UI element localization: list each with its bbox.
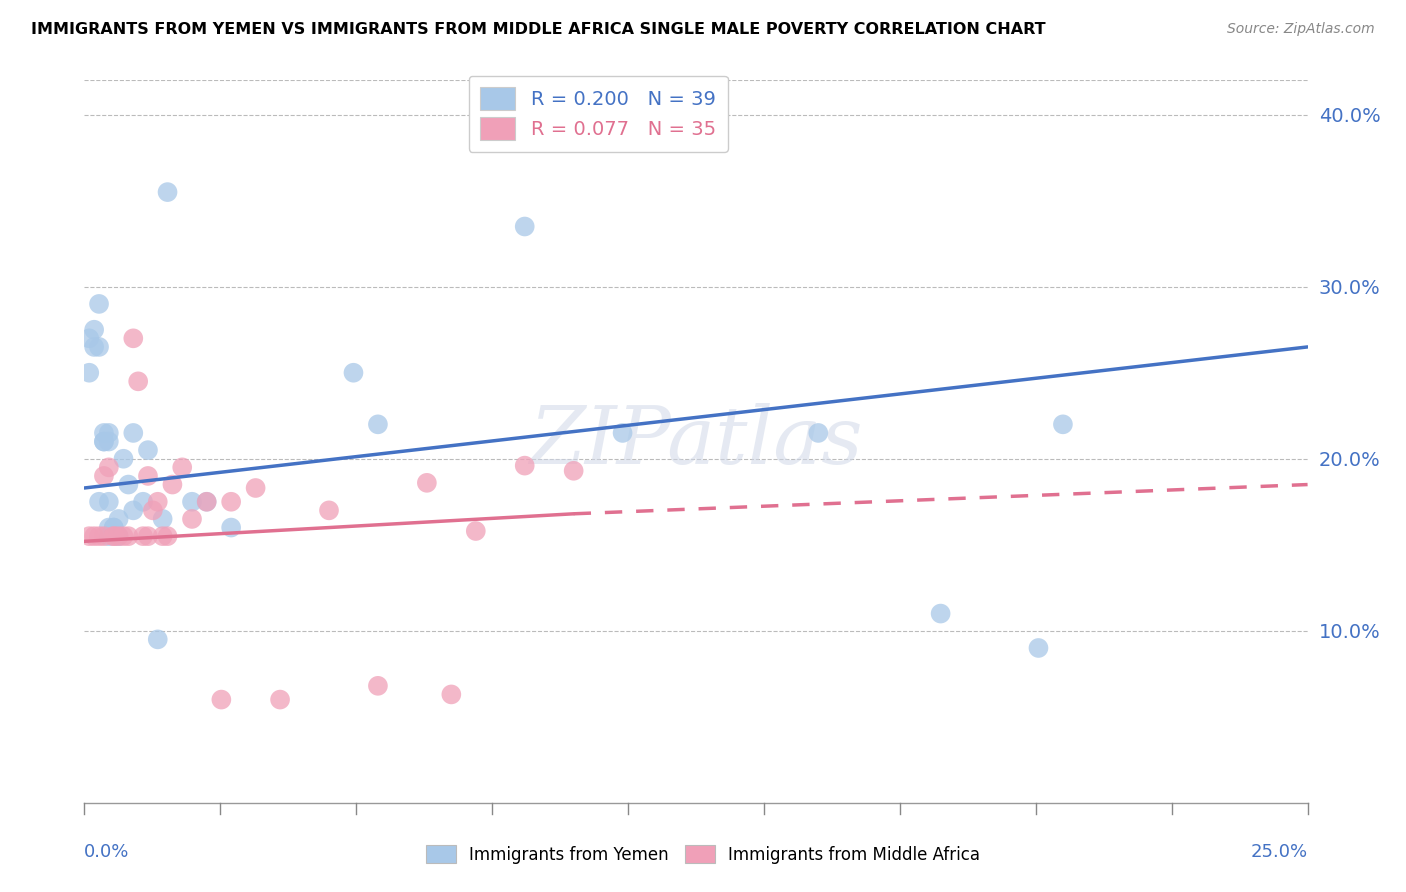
Point (87, 297, 110, 311)
Point (77, 366, 100, 380)
Point (416, 475, 439, 490)
Point (269, 692, 291, 706)
Point (97, 434, 120, 449)
Point (122, 503, 145, 517)
Point (93, 434, 115, 449)
Point (367, 679, 389, 693)
Point (156, 529, 179, 543)
Point (464, 524, 486, 538)
Point (318, 503, 340, 517)
Point (103, 529, 125, 543)
Point (1028, 640, 1050, 655)
Point (97, 425, 120, 440)
Point (83, 323, 105, 337)
Point (142, 503, 165, 517)
Point (93, 425, 115, 440)
Point (103, 520, 125, 534)
Point (513, 458, 536, 473)
Point (87, 340, 110, 354)
Legend: R = 0.200   N = 39, R = 0.077   N = 35: R = 0.200 N = 39, R = 0.077 N = 35 (468, 76, 728, 152)
Point (152, 512, 174, 526)
Point (77, 529, 100, 543)
Point (181, 494, 204, 508)
Point (136, 469, 159, 483)
Point (612, 425, 634, 440)
Point (112, 529, 135, 543)
Text: 0.0%: 0.0% (84, 843, 129, 861)
Point (440, 687, 463, 701)
Point (162, 477, 184, 491)
Point (562, 464, 585, 478)
Point (83, 340, 105, 354)
Point (181, 512, 204, 526)
Point (93, 529, 115, 543)
Point (93, 434, 115, 449)
Legend: Immigrants from Yemen, Immigrants from Middle Africa: Immigrants from Yemen, Immigrants from M… (419, 838, 987, 871)
Point (136, 529, 159, 543)
Point (513, 219, 536, 234)
Point (1052, 417, 1074, 432)
Point (97, 529, 120, 543)
Point (107, 529, 129, 543)
Text: Source: ZipAtlas.com: Source: ZipAtlas.com (1227, 22, 1375, 37)
Point (117, 529, 139, 543)
Point (367, 417, 389, 432)
Point (156, 185, 179, 199)
Point (132, 494, 155, 508)
Point (122, 331, 145, 345)
Point (209, 692, 232, 706)
Point (219, 494, 242, 508)
Point (117, 477, 139, 491)
Point (112, 451, 135, 466)
Point (87, 529, 110, 543)
Point (136, 443, 159, 458)
Point (807, 425, 830, 440)
Text: IMMIGRANTS FROM YEMEN VS IMMIGRANTS FROM MIDDLE AFRICA SINGLE MALE POVERTY CORRE: IMMIGRANTS FROM YEMEN VS IMMIGRANTS FROM… (31, 22, 1046, 37)
Point (152, 529, 174, 543)
Point (127, 375, 149, 389)
Point (77, 331, 100, 345)
Point (172, 460, 194, 475)
Text: 25.0%: 25.0% (1250, 843, 1308, 861)
Text: ZIPatlas: ZIPatlas (529, 403, 863, 480)
Point (87, 494, 110, 508)
Point (103, 529, 125, 543)
Point (195, 494, 218, 508)
Point (107, 529, 129, 543)
Point (146, 632, 169, 647)
Point (146, 494, 169, 508)
Point (97, 494, 120, 508)
Point (97, 460, 120, 475)
Point (93, 469, 115, 483)
Point (929, 607, 952, 621)
Point (103, 520, 125, 534)
Point (107, 512, 129, 526)
Point (132, 529, 155, 543)
Point (83, 529, 105, 543)
Point (97, 520, 120, 534)
Point (245, 481, 267, 495)
Point (219, 520, 242, 534)
Point (122, 425, 145, 440)
Point (195, 494, 218, 508)
Point (342, 366, 364, 380)
